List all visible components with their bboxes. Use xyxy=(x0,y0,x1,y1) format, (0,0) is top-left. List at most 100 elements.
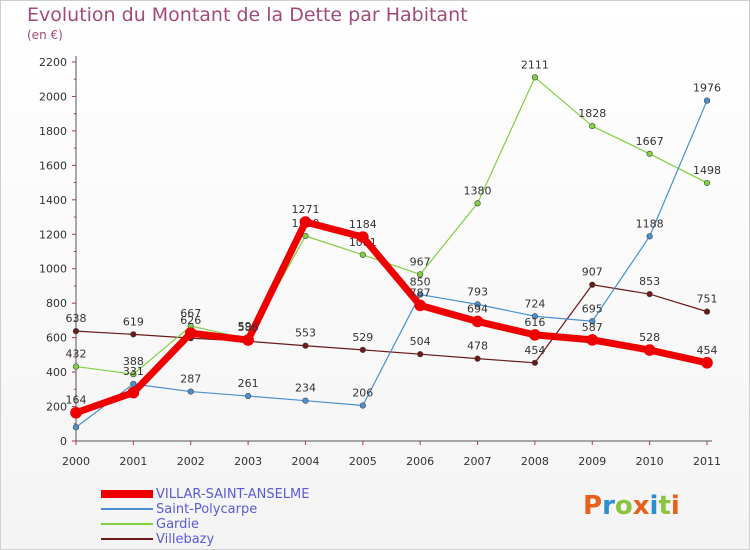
data-label: 694 xyxy=(467,302,488,315)
y-tick-label: 1000 xyxy=(39,263,67,276)
y-tick-label: 600 xyxy=(46,332,67,345)
y-tick-label: 0 xyxy=(60,435,67,448)
data-point xyxy=(299,216,312,228)
data-point xyxy=(646,233,653,240)
legend-swatch xyxy=(101,508,153,510)
data-point xyxy=(529,329,541,341)
data-point xyxy=(471,315,484,328)
data-point xyxy=(589,281,596,288)
data-label: 793 xyxy=(467,285,488,298)
data-point xyxy=(72,363,80,370)
data-point xyxy=(302,232,309,240)
data-point xyxy=(474,301,481,308)
logo-letter: r xyxy=(602,491,615,521)
data-label: 504 xyxy=(410,335,431,348)
data-point xyxy=(130,331,137,338)
x-tick-label: 2009 xyxy=(578,455,606,468)
data-point xyxy=(357,231,369,243)
data-label: 478 xyxy=(467,340,488,353)
x-tick-label: 2000 xyxy=(62,455,90,468)
proxiti-logo: Proxiti xyxy=(583,491,680,521)
data-label: 234 xyxy=(295,382,316,395)
x-tick-label: 2003 xyxy=(234,455,262,468)
data-label: 1828 xyxy=(578,107,606,120)
logo-letter: t xyxy=(658,491,671,521)
data-point xyxy=(72,327,80,335)
data-label: 528 xyxy=(639,331,660,344)
data-point xyxy=(531,313,539,320)
data-point xyxy=(359,251,366,258)
data-point xyxy=(474,200,481,207)
data-label: 626 xyxy=(180,314,201,327)
legend-item: Gardie xyxy=(101,517,361,532)
data-label: 638 xyxy=(66,312,87,325)
data-label: 619 xyxy=(123,315,144,328)
data-label: 695 xyxy=(582,302,603,315)
data-point xyxy=(531,359,539,366)
series-villar-saint-anselme: 164 626 586 1271 1184 787 694 616 587 528 454 xyxy=(66,203,718,419)
data-point xyxy=(70,406,82,419)
legend-label: Saint-Polycarpe xyxy=(156,502,258,517)
data-point xyxy=(646,290,653,298)
data-point xyxy=(302,342,309,349)
legend-item: VILLAR-SAINT-ANSELME xyxy=(101,487,361,502)
data-label: 432 xyxy=(66,348,87,361)
data-point xyxy=(701,356,713,369)
legend-item: Villebazy xyxy=(101,532,361,547)
legend-swatch xyxy=(101,490,153,498)
data-label: 1667 xyxy=(636,135,664,148)
logo-letter: i xyxy=(649,491,659,521)
legend-label: Gardie xyxy=(156,517,200,532)
x-tick-label: 2001 xyxy=(119,455,147,468)
data-point xyxy=(130,371,137,378)
data-label: 724 xyxy=(524,297,545,310)
series-line xyxy=(75,99,708,428)
x-tick-label: 2008 xyxy=(521,455,549,468)
x-tick-label: 2006 xyxy=(406,455,434,468)
y-tick-label: 400 xyxy=(46,366,67,379)
data-label: 853 xyxy=(639,275,660,288)
y-tick-label: 2200 xyxy=(39,56,67,69)
data-point xyxy=(302,397,309,404)
x-tick-label: 2002 xyxy=(177,455,205,468)
data-label: 261 xyxy=(238,377,259,390)
data-label: 529 xyxy=(352,331,373,344)
series-saint-polycarpe: 331 287 261 234 206 850 793 724 695 1188 1976 xyxy=(72,82,721,431)
chart-unit: (en €) xyxy=(27,28,63,42)
legend: VILLAR-SAINT-ANSELME Saint-Polycarpe Gardi… xyxy=(101,487,361,547)
data-label: 1271 xyxy=(291,203,319,216)
x-tick-label: 2007 xyxy=(464,455,492,468)
data-label: 331 xyxy=(123,365,144,378)
y-tick-label: 800 xyxy=(46,297,67,310)
y-tick-label: 1400 xyxy=(39,194,67,207)
data-label: 1380 xyxy=(464,184,492,197)
data-point xyxy=(474,355,481,362)
data-label: 1188 xyxy=(636,217,664,230)
data-label: 1976 xyxy=(693,82,721,95)
data-point xyxy=(187,388,194,395)
data-label: 388 xyxy=(123,355,144,368)
data-point xyxy=(417,291,424,298)
data-label: 2111 xyxy=(521,58,549,71)
data-point xyxy=(417,271,424,278)
legend-swatch xyxy=(101,538,153,540)
logo-letter: P xyxy=(583,491,603,521)
data-point xyxy=(242,334,254,346)
series-line xyxy=(72,218,711,417)
data-label: 850 xyxy=(410,276,431,289)
y-tick-label: 200 xyxy=(46,401,67,414)
data-label: 454 xyxy=(524,344,545,357)
data-label: 1498 xyxy=(693,164,721,177)
data-label: 206 xyxy=(352,387,373,400)
data-label: 667 xyxy=(180,307,201,320)
data-label: 787 xyxy=(410,286,431,299)
data-point xyxy=(531,74,539,81)
data-point xyxy=(359,346,366,353)
x-tick-label: 2005 xyxy=(349,455,377,468)
data-point xyxy=(643,344,656,356)
series-gardie: 4323886675931190108196713802111182816671… xyxy=(66,58,721,378)
data-label: 454 xyxy=(697,344,718,357)
data-point xyxy=(589,122,596,130)
data-label: 586 xyxy=(238,321,259,334)
